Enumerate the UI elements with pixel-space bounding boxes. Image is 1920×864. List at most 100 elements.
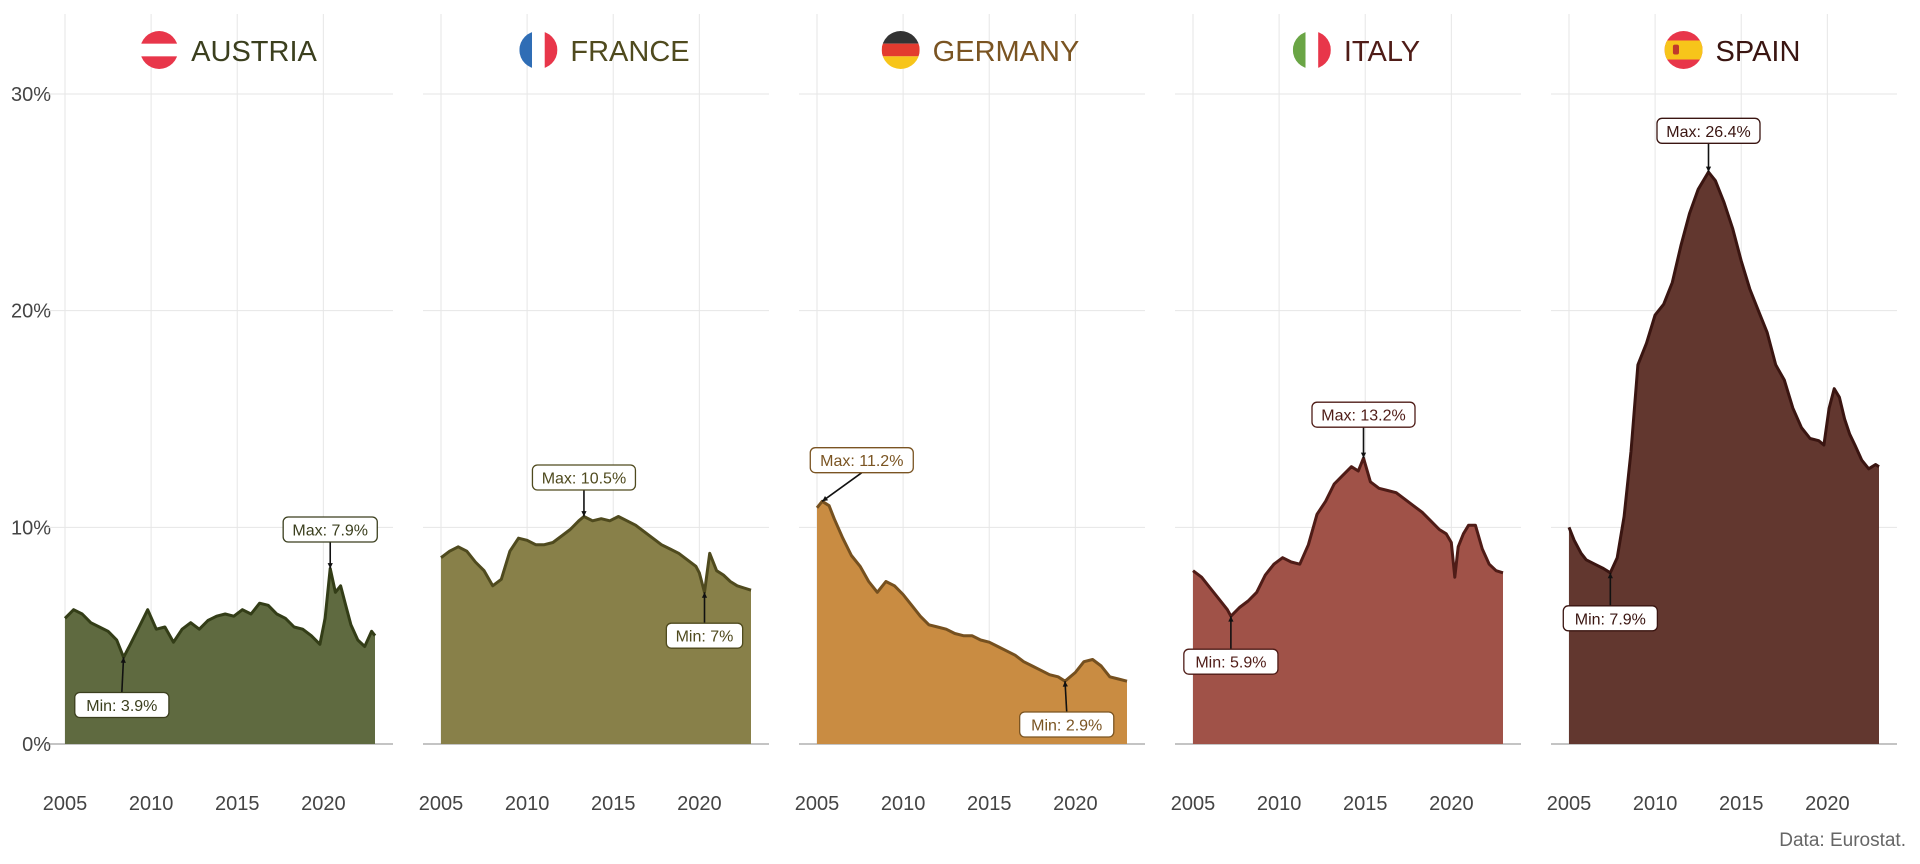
annotation-connector — [121, 657, 125, 693]
min-annotation: Min: 7% — [665, 592, 744, 649]
x-tick-label: 2010 — [1633, 793, 1678, 815]
annotation-label: Min: 2.9% — [1031, 718, 1102, 735]
annotation-arrowhead — [1062, 681, 1068, 687]
series-line — [440, 515, 752, 594]
annotation-label: Min: 7.9% — [1575, 611, 1646, 628]
flag-stripe — [1664, 40, 1703, 60]
area-fill — [1193, 458, 1503, 744]
x-tick-label: 2015 — [215, 793, 260, 815]
annotation-arrowhead — [581, 511, 587, 517]
series-line — [815, 499, 1128, 683]
annotation-box — [1311, 401, 1416, 428]
annotation-arrowhead — [1607, 572, 1613, 579]
panel-france: 2005 2010 2015 2020 FRANCE Max: 10.5% Min: 7% — [419, 14, 769, 815]
x-tick-label: 2010 — [505, 793, 550, 815]
x-tick-label: 2010 — [129, 793, 174, 815]
x-tick-label: 2010 — [881, 793, 926, 815]
panel-germany: 2005 2010 2015 2020 GERMANY Max: 11.2% Min: 2.… — [795, 14, 1145, 815]
x-tick-label: 2005 — [43, 793, 88, 815]
germany-flag-icon — [881, 31, 920, 69]
annotation-label: Max: 10.5% — [542, 471, 626, 488]
flag-stripe — [881, 43, 920, 57]
austria-flag-icon — [140, 31, 179, 69]
annotation-arrowhead — [1360, 452, 1367, 458]
flag-stripe — [1292, 31, 1306, 69]
min-annotation: Min: 3.9% — [74, 657, 170, 719]
annotation-box — [282, 516, 378, 543]
area-fill — [817, 501, 1127, 744]
x-tick-label: 2015 — [967, 793, 1012, 815]
annotation-arrowhead — [1705, 166, 1712, 172]
annotation-arrowhead — [822, 496, 829, 502]
x-tick-label: 2020 — [1429, 793, 1474, 815]
panel-title: SPAIN — [1716, 36, 1801, 68]
panel-title: AUSTRIA — [191, 36, 317, 68]
annotation-label: Max: 11.2% — [820, 453, 903, 470]
annotation-box — [809, 447, 914, 474]
min-annotation: Min: 5.9% — [1183, 616, 1279, 675]
annotation-connector — [821, 472, 863, 502]
area-fill — [441, 516, 751, 744]
y-tick-label: 0% — [22, 734, 51, 756]
max-annotation: Max: 13.2% — [1311, 401, 1416, 458]
italy-flag-icon — [1292, 31, 1331, 69]
spain-flag-icon — [1664, 31, 1703, 69]
x-tick-label: 2020 — [301, 793, 346, 815]
panel-title: FRANCE — [570, 36, 689, 68]
x-tick-label: 2010 — [1257, 793, 1302, 815]
annotation-label: Min: 7% — [676, 629, 734, 646]
annotation-box — [1562, 605, 1659, 632]
min-annotation: Min: 7.9% — [1562, 572, 1659, 632]
series-line — [63, 567, 377, 659]
max-annotation: Max: 26.4% — [1656, 117, 1761, 172]
france-flag-icon — [519, 31, 558, 69]
x-tick-label: 2020 — [1805, 793, 1850, 815]
panel-spain: 2005 2010 2015 2020 SPAIN Max: 26.4% Min: 7.9% — [1547, 14, 1897, 815]
x-tick-label: 2015 — [591, 793, 636, 815]
max-annotation: Max: 11.2% — [809, 447, 914, 502]
annotation-label: Max: 13.2% — [1321, 408, 1405, 425]
annotation-label: Min: 3.9% — [86, 698, 157, 715]
max-annotation: Max: 7.9% — [282, 516, 378, 569]
flag-stripe — [1318, 31, 1331, 69]
flag-stripe — [140, 56, 179, 69]
annotation-label: Min: 5.9% — [1195, 655, 1266, 672]
area-fill — [1569, 172, 1879, 744]
min-annotation: Min: 2.9% — [1019, 681, 1115, 738]
annotation-arrowhead — [1228, 616, 1234, 622]
panel-italy: 2005 2010 2015 2020 ITALY Max: 13.2% Min: 5.9% — [1171, 14, 1521, 815]
source-caption: Data: Eurostat. — [1779, 830, 1906, 851]
panel-title: GERMANY — [933, 36, 1080, 68]
annotation-label: Max: 7.9% — [292, 523, 368, 540]
flag-stripe — [532, 31, 545, 69]
flag-stripe — [1305, 31, 1319, 69]
y-tick-label: 20% — [11, 301, 51, 323]
series-line — [1192, 456, 1504, 618]
x-tick-label: 2020 — [1053, 793, 1098, 815]
y-tick-label: 30% — [11, 84, 51, 106]
annotation-arrowhead — [701, 592, 708, 598]
x-tick-label: 2005 — [1171, 793, 1216, 815]
x-tick-label: 2020 — [677, 793, 722, 815]
x-tick-label: 2005 — [419, 793, 464, 815]
max-annotation: Max: 10.5% — [531, 464, 637, 517]
flag-stripe — [881, 56, 920, 69]
y-tick-label: 10% — [11, 517, 51, 539]
x-tick-label: 2015 — [1719, 793, 1764, 815]
panel-austria: 2005 2010 2015 2020 AUSTRIA Max: 7.9% Min: 3.9… — [43, 14, 393, 815]
annotation-box — [1656, 117, 1761, 144]
x-tick-label: 2005 — [795, 793, 840, 815]
annotation-box — [1183, 648, 1279, 675]
annotation-box — [665, 622, 744, 649]
annotation-arrowhead — [327, 563, 333, 569]
flag-emblem — [1672, 44, 1679, 55]
annotation-box — [531, 464, 637, 491]
flag-stripe — [881, 31, 920, 44]
x-tick-label: 2005 — [1547, 793, 1592, 815]
flag-stripe — [544, 31, 558, 69]
annotation-box — [74, 691, 170, 719]
annotation-box — [1019, 711, 1115, 738]
x-tick-label: 2015 — [1343, 793, 1388, 815]
